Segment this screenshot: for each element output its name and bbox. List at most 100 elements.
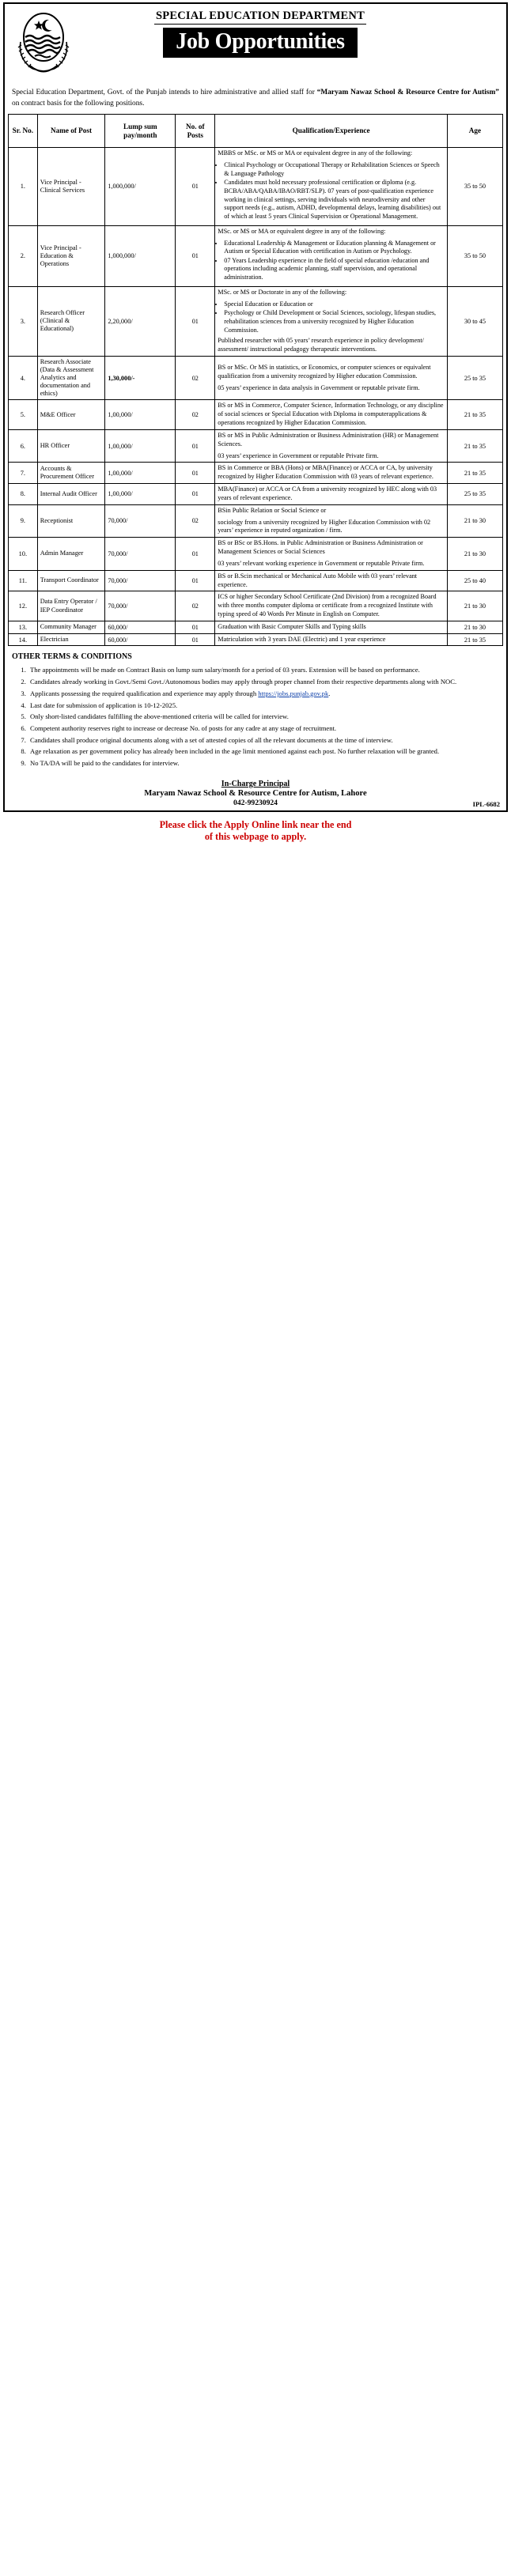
cell-qualification-experience: MBA(Finance) or ACCA or CA from a univer…: [214, 483, 448, 505]
cell-name-of-post: Transport Coordinator: [36, 569, 106, 592]
table-row: 7. Accounts & Procurement Officer 1,00,000…: [8, 462, 504, 485]
cell-age: 21 to 30: [446, 591, 504, 621]
table-row: 6. HR Officer 1,00,000/01 BS or MS in Publi…: [8, 429, 504, 463]
terms-list-item: Competent authority reserves right to in…: [28, 723, 499, 733]
punjab-government-crest-icon: [11, 9, 76, 83]
cell-sr-no: 13.: [8, 620, 38, 634]
cell-no-of-posts: 01: [175, 633, 216, 647]
cell-qualification-experience: ICS or higher Secondary School Certifica…: [214, 591, 448, 621]
cell-lump-sum-pay: 60,000/: [104, 620, 176, 634]
cell-qualification-experience: BS or BSc or BS.Hons. in Public Administ…: [214, 537, 448, 571]
cell-name-of-post: Vice Principal - Clinical Services: [36, 147, 106, 226]
table-row: 13. Community Manager 60,000/01 Graduation …: [8, 620, 504, 634]
apply-note-line-1: Please click the Apply Online link near …: [159, 818, 352, 830]
cell-qualification-experience: BS or MS in Commerce, Computer Science, …: [214, 399, 448, 430]
apply-note-line-2: of this webpage to apply.: [204, 831, 307, 843]
cell-age: 21 to 35: [446, 399, 504, 430]
cell-qualification-experience: MSc. or MS or MA or equivalent degree in…: [214, 225, 448, 287]
terms-list-item: Only short-listed candidates fulfilling …: [28, 712, 499, 721]
cell-name-of-post: Internal Audit Officer: [36, 483, 106, 505]
terms-list-item: No TA/DA will be paid to the candidates …: [28, 758, 499, 768]
cell-qualification-experience: MBBS or MSc. or MS or MA or equivalent d…: [214, 147, 448, 226]
cell-qualification-experience: BS or B.Scin mechanical or Mechanical Au…: [214, 569, 448, 592]
table-row: 4. Research Associate (Data & Assessment …: [8, 355, 504, 401]
cell-lump-sum-pay: 1,00,000/: [104, 462, 176, 485]
cell-sr-no: 3.: [8, 285, 38, 357]
col-header-name-of-post: Name of Post: [36, 114, 106, 149]
cell-qualification-experience: BS or MS in Public Administration or Bus…: [214, 429, 448, 463]
cell-no-of-posts: 01: [175, 462, 216, 485]
cell-no-of-posts: 02: [175, 399, 216, 430]
cell-no-of-posts: 02: [175, 504, 216, 538]
qualification-bullet: 07 Years Leadership experience in the fi…: [224, 257, 445, 282]
cell-lump-sum-pay: 1,000,000/: [104, 225, 176, 287]
terms-list-item: Last date for submission of application …: [28, 701, 499, 710]
apply-portal-link[interactable]: https://jobs.punjab.gov.pk: [258, 689, 329, 697]
col-header-no-of-posts: No. of Posts: [175, 114, 216, 149]
cell-name-of-post: Admin Manager: [36, 537, 106, 571]
cell-lump-sum-pay: 70,000/: [104, 569, 176, 592]
footer-ipl-code: IPL-6682: [472, 799, 500, 808]
page-title: Job Opportunities: [163, 28, 358, 59]
cell-name-of-post: Electrician: [36, 633, 106, 647]
cell-lump-sum-pay: 60,000/: [104, 633, 176, 647]
qualification-intro: MSc. or MS or Doctorate in any of the fo…: [218, 288, 347, 296]
qualification-intro: MBBS or MSc. or MS or MA or equivalent d…: [218, 149, 413, 157]
cell-lump-sum-pay: 1,30,000/-: [104, 355, 176, 401]
cell-no-of-posts: 01: [175, 285, 216, 357]
intro-school-highlight: “Maryam Nawaz School & Resource Centre f…: [316, 89, 499, 96]
table-row: 12. Data Entry Operator / IEP Coordinator…: [8, 591, 504, 621]
cell-lump-sum-pay: 1,000,000/: [104, 147, 176, 226]
table-row: 5. M&E Officer 1,00,000/02 BS or MS in Comm…: [8, 399, 504, 430]
terms-and-conditions-section: OTHER TERMS & CONDITIONS The appointment…: [5, 646, 506, 772]
footer-school-name: Maryam Nawaz School & Resource Centre fo…: [144, 788, 367, 798]
table-row: 9. Receptionist 70,000/02 BSin Public Relat…: [8, 504, 504, 538]
cell-qualification-experience: MSc. or MS or Doctorate in any of the fo…: [214, 285, 448, 357]
advert-header: SPECIAL EDUCATION DEPARTMENT Job Opportu…: [5, 4, 506, 85]
qualification-bullet: Clinical Psychology or Occupational Ther…: [224, 161, 445, 178]
cell-qualification-experience: Graduation with Basic Computer Skills an…: [214, 620, 448, 634]
terms-list-item: Candidates shall produce original docume…: [28, 735, 499, 745]
table-row: 14. Electrician 60,000/01 Matriculation wit…: [8, 633, 504, 647]
table-row: 1. Vice Principal - Clinical Services 1,00…: [8, 147, 504, 226]
table-row: 2. Vice Principal - Education & Operation…: [8, 225, 504, 287]
cell-name-of-post: HR Officer: [36, 429, 106, 463]
department-title: SPECIAL EDUCATION DEPARTMENT: [154, 9, 366, 25]
job-posts-table: Sr. No. Name of Post Lump sum pay/month …: [8, 114, 504, 647]
qualification-intro: ICS or higher Secondary School Certifica…: [218, 593, 437, 618]
cell-sr-no: 1.: [8, 147, 38, 226]
qualification-intro: MSc. or MS or MA or equivalent degree in…: [218, 227, 386, 235]
cell-no-of-posts: 01: [175, 429, 216, 463]
qualification-intro: BS or B.Scin mechanical or Mechanical Au…: [218, 572, 418, 588]
cell-name-of-post: M&E Officer: [36, 399, 106, 430]
cell-name-of-post: Research Officer (Clinical & Educational…: [36, 285, 106, 357]
cell-no-of-posts: 02: [175, 355, 216, 401]
table-row: 3. Research Officer (Clinical & Education…: [8, 285, 504, 357]
terms-list: The appointments will be made on Contrac…: [12, 665, 499, 768]
cell-no-of-posts: 01: [175, 620, 216, 634]
cell-no-of-posts: 01: [175, 225, 216, 287]
intro-paragraph: Special Education Department, Govt. of t…: [5, 85, 506, 114]
cell-lump-sum-pay: 1,00,000/: [104, 483, 176, 505]
cell-sr-no: 12.: [8, 591, 38, 621]
qualification-intro: MBA(Finance) or ACCA or CA from a univer…: [218, 485, 437, 501]
table-header-row: Sr. No. Name of Post Lump sum pay/month …: [8, 114, 504, 149]
cell-age: 21 to 35: [446, 633, 504, 647]
cell-sr-no: 10.: [8, 537, 38, 571]
table-row: 11. Transport Coordinator 70,000/01 BS or B…: [8, 569, 504, 592]
qualification-bullet: Candidates must hold necessary professio…: [224, 179, 445, 221]
terms-title: OTHER TERMS & CONDITIONS: [12, 652, 132, 662]
cell-sr-no: 2.: [8, 225, 38, 287]
cell-age: 35 to 50: [446, 147, 504, 226]
cell-lump-sum-pay: 70,000/: [104, 537, 176, 571]
cell-sr-no: 9.: [8, 504, 38, 538]
cell-name-of-post: Data Entry Operator / IEP Coordinator: [36, 591, 106, 621]
qualification-extra: 05 years’ experience in data analysis in…: [218, 383, 420, 391]
col-header-qualification-experience: Qualification/Experience: [214, 114, 448, 149]
cell-sr-no: 8.: [8, 483, 38, 505]
qualification-extra: Published researcher with 05 years’ rese…: [218, 337, 424, 353]
qualification-extra: 03 years’ experience in Government or re…: [218, 451, 379, 459]
job-advertisement-page: SPECIAL EDUCATION DEPARTMENT Job Opportu…: [0, 2, 511, 852]
cell-age: 25 to 40: [446, 569, 504, 592]
cell-qualification-experience: BS or MSc. Or MS in statistics, or Econo…: [214, 355, 448, 401]
